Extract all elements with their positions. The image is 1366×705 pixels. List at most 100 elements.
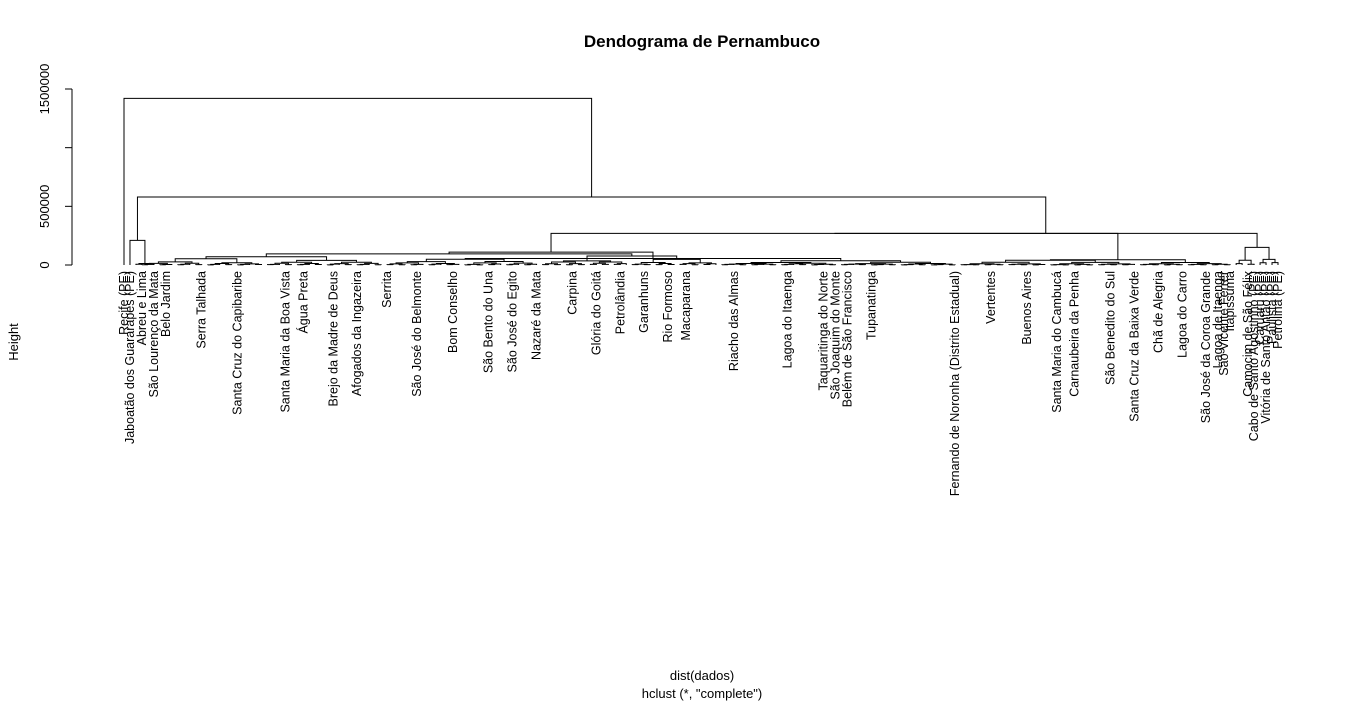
leaf-label-24: Lagoa do Itaenga <box>781 271 795 368</box>
merge-link-115 <box>795 262 827 265</box>
leaf-label-42: Camocim de São Félix <box>1241 270 1255 396</box>
merge-link-81 <box>598 261 623 264</box>
leaf-label-35: Santa Cruz da Baixa Verde <box>1127 271 1141 422</box>
merge-link-27 <box>274 262 289 265</box>
merge-link-192 <box>1244 246 1270 261</box>
merge-link-80 <box>616 263 627 265</box>
merge-link-157 <box>1059 263 1085 265</box>
merge-link-194 <box>136 196 1047 241</box>
leaf-label-18: Glória do Goitá <box>589 271 603 355</box>
merge-link-92 <box>682 263 696 265</box>
leaf-label-33: Carnaubeira da Penha <box>1068 271 1082 397</box>
y-tick-label-0: 0 <box>37 261 52 268</box>
merge-link-60 <box>491 263 502 265</box>
merge-link-46 <box>389 263 403 265</box>
merge-link-124 <box>878 263 893 265</box>
merge-link-8 <box>148 262 168 265</box>
x-axis-label: dist(dados) <box>670 668 734 683</box>
dendrogram-tree <box>123 97 1279 266</box>
chart-title: Dendograma de Pernambuco <box>584 32 820 51</box>
merge-link-195 <box>123 97 593 265</box>
leaf-label-16: Nazaré da Mata <box>530 271 544 360</box>
leaf-label-37: Lagoa do Carro <box>1175 271 1189 358</box>
leaf-label-3: São Lourenço da Mata <box>147 271 161 398</box>
merge-link-15 <box>210 263 221 265</box>
merge-link-184 <box>448 251 654 259</box>
merge-link-99 <box>724 263 735 265</box>
merge-link-90 <box>679 263 687 265</box>
merge-link-40 <box>364 262 379 265</box>
leaf-label-7: Santa Maria da Boa Vista <box>278 271 292 413</box>
merge-link-125 <box>855 263 887 265</box>
leaf-label-41: Itapissuma <box>1223 271 1237 331</box>
merge-link-172 <box>1148 263 1174 265</box>
y-axis: 0 500000 1500000 <box>37 64 73 269</box>
leaf-label-45: Vitória de Santo Antão (PE) <box>1259 271 1273 424</box>
x-axis-subtitle: hclust (*, "complete") <box>642 686 763 701</box>
leaf-label-32: Santa Maria do Cambucá <box>1050 271 1064 413</box>
merge-link-51 <box>431 263 442 265</box>
leaf-label-17: Carpina <box>565 271 579 315</box>
merge-link-179 <box>1196 263 1222 265</box>
leaf-label-25: Taquaritinga do Norte <box>817 271 831 391</box>
leaf-label-4: Belo Jardim <box>159 271 173 337</box>
leaf-label-46: Paulista (PE) <box>1265 271 1279 344</box>
merge-link-17 <box>214 262 230 265</box>
leaf-label-28: Tupanatinga <box>864 271 878 340</box>
merge-link-182 <box>464 258 842 261</box>
leaf-label-38: São José da Coroa Grande <box>1199 271 1213 423</box>
leaf-label-20: Garanhuns <box>637 271 651 333</box>
leaf-label-29: Fernando de Noronha (Distrito Estadual) <box>948 271 962 496</box>
leaf-label-10: Afogados da Ingazeira <box>350 271 364 396</box>
merge-link-189 <box>1259 262 1267 265</box>
merge-link-87 <box>667 263 675 265</box>
leaf-label-40: São Vicente Ferrer <box>1217 271 1231 376</box>
merge-link-191 <box>1262 258 1276 263</box>
merge-link-78 <box>592 262 606 265</box>
merge-link-133 <box>938 263 953 265</box>
leaf-label-39: Lagoa de Itaenga <box>1211 271 1225 368</box>
leaf-label-8: Água Preta <box>295 271 310 334</box>
leaf-label-2: Abreu e Lima <box>135 271 149 345</box>
merge-link-0 <box>135 263 143 265</box>
y-tick-label-1: 500000 <box>37 185 52 228</box>
merge-link-163 <box>1107 263 1131 265</box>
leaf-label-11: Serrita <box>380 271 394 308</box>
merge-link-193 <box>834 232 1258 248</box>
y-tick-label-3: 1500000 <box>37 64 52 115</box>
merge-link-76 <box>589 263 597 265</box>
merge-link-148 <box>1035 263 1046 265</box>
merge-link-67 <box>484 260 524 264</box>
merge-link-142 <box>987 263 1001 265</box>
leaf-label-31: Buenos Aires <box>1020 271 1034 345</box>
leaf-label-47: Petrolina (PE) <box>1271 271 1285 349</box>
merge-link-164 <box>1071 261 1120 264</box>
merge-link-49 <box>395 262 419 265</box>
leaf-label-15: São José do Egito <box>506 271 520 373</box>
merge-link-82 <box>562 260 612 262</box>
merge-link-120 <box>848 263 863 265</box>
merge-link-34 <box>329 263 340 265</box>
merge-link-162 <box>1125 263 1135 265</box>
merge-link-114 <box>818 263 834 265</box>
merge-link-143 <box>969 263 995 265</box>
leaf-label-23: Riacho das Almas <box>727 271 741 371</box>
leaf-label-34: São Benedito do Sul <box>1104 271 1118 385</box>
leaf-label-14: São Bento do Una <box>482 271 496 373</box>
merge-link-79 <box>613 263 621 265</box>
leaf-labels: Recife (PE)Jaboatão dos Guararapes (PE)A… <box>117 270 1285 496</box>
merge-link-96 <box>652 258 701 263</box>
leaf-label-1: Jaboatão dos Guararapes (PE) <box>123 271 137 444</box>
leaf-label-6: Santa Cruz do Capibaribe <box>231 271 245 415</box>
merge-link-7 <box>162 263 173 265</box>
merge-link-95 <box>688 262 712 264</box>
merge-link-63 <box>509 263 520 265</box>
merge-link-105 <box>758 263 774 265</box>
merge-link-85 <box>634 263 648 265</box>
merge-link-178 <box>1214 263 1228 265</box>
leaf-label-43: Cabo de Santo Agostinho (PE) <box>1247 271 1261 441</box>
merge-link-187 <box>1247 263 1255 265</box>
leaf-label-9: Brejo da Madre de Deus <box>326 271 340 407</box>
leaf-label-27: Belém de São Francisco <box>840 271 854 407</box>
